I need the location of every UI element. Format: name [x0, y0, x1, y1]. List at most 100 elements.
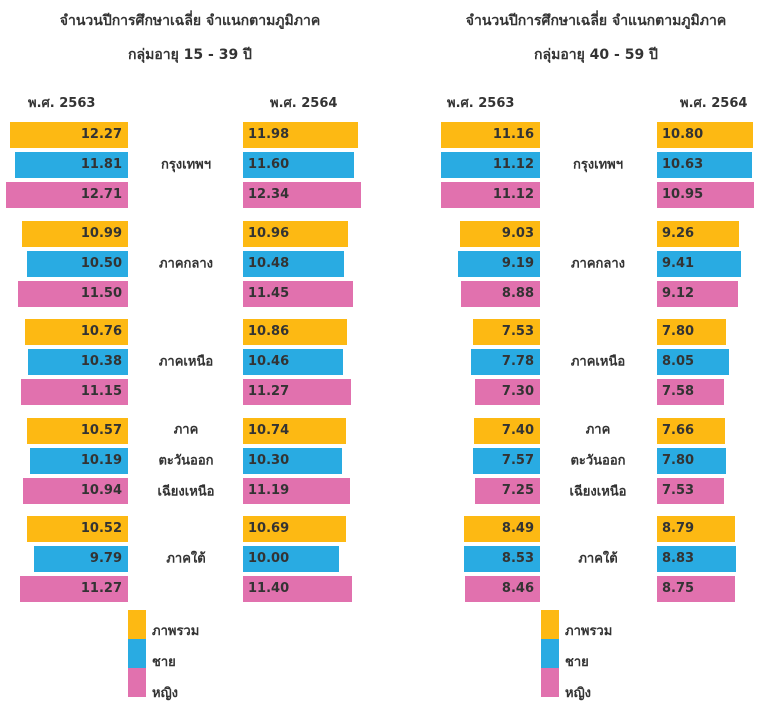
value-label: 11.81	[80, 157, 122, 172]
category-label: ภาค ตะวันออก เฉียงเหนือ	[569, 422, 627, 499]
value-label: 8.83	[662, 551, 695, 566]
category-label: ภาค ตะวันออก เฉียงเหนือ	[157, 422, 215, 499]
category-label: ภาคเหนือ	[570, 354, 626, 370]
legend-label: ชาย	[565, 655, 589, 670]
value-label: 11.60	[248, 157, 290, 172]
value-label: 9.79	[89, 551, 122, 566]
value-label: 10.69	[248, 521, 290, 536]
bar	[657, 546, 736, 572]
value-label: 11.98	[248, 127, 290, 142]
value-label: 10.30	[248, 452, 290, 468]
legend-swatch	[128, 639, 146, 668]
value-label: 7.53	[662, 482, 695, 498]
value-label: 7.30	[501, 384, 534, 399]
bar	[243, 576, 353, 602]
bar	[243, 349, 344, 375]
value-label: 10.38	[80, 354, 122, 369]
value-label: 7.66	[662, 422, 695, 438]
value-label: 7.78	[501, 354, 534, 369]
bar	[657, 516, 736, 542]
bar	[441, 152, 540, 178]
bar	[26, 417, 128, 444]
category-label: ภาคกลาง	[570, 256, 626, 271]
bar	[14, 152, 128, 178]
bar	[470, 349, 540, 375]
bar	[657, 122, 754, 148]
value-label: 9.26	[662, 225, 695, 241]
value-label: 12.27	[80, 127, 122, 142]
value-label: 7.53	[501, 324, 534, 339]
bar	[657, 280, 739, 307]
category-label: กรุงเทพฯ	[160, 157, 212, 173]
bar	[243, 182, 362, 208]
bar	[243, 280, 353, 307]
bar	[34, 546, 128, 572]
value-label: 10.95	[662, 187, 704, 202]
bar	[440, 122, 540, 148]
value-label: 11.15	[80, 384, 122, 399]
value-label: 10.19	[80, 452, 122, 468]
bar	[243, 477, 351, 504]
value-label: 11.45	[248, 285, 290, 301]
category-label: ภาคใต้	[166, 551, 206, 567]
value-label: 8.75	[662, 581, 695, 596]
chart-subtitle: กลุ่มอายุ 40 - 59 ปี	[534, 47, 658, 63]
category-label: ภาคเหนือ	[158, 354, 214, 370]
bar	[657, 182, 755, 208]
value-label: 8.79	[662, 521, 695, 536]
bar	[24, 319, 128, 345]
bar	[243, 250, 344, 277]
bar	[458, 250, 540, 277]
bar	[657, 379, 725, 405]
legend-swatch	[128, 610, 146, 639]
value-label: 10.86	[248, 324, 290, 339]
bar	[28, 349, 128, 375]
value-label: 9.41	[662, 255, 695, 271]
bar	[243, 447, 342, 474]
value-label: 11.12	[492, 187, 534, 202]
value-label: 7.40	[501, 422, 534, 438]
bar	[472, 447, 540, 474]
value-label: 11.27	[80, 581, 122, 596]
value-label: 11.19	[248, 482, 290, 498]
legend-label: ภาพรวม	[152, 624, 200, 639]
bar	[475, 379, 540, 405]
legend-label: ภาพรวม	[565, 624, 613, 639]
category-label: กรุงเทพฯ	[572, 157, 624, 173]
bar	[27, 250, 128, 277]
category-label: ภาคกลาง	[158, 256, 214, 271]
bar	[22, 477, 128, 504]
bar	[657, 477, 725, 504]
value-label: 11.16	[492, 127, 534, 142]
year-label: พ.ศ. 2564	[680, 96, 748, 111]
bar	[5, 182, 128, 208]
bar	[475, 477, 540, 504]
bar	[472, 319, 540, 345]
bar	[243, 546, 339, 572]
bar	[19, 576, 128, 602]
bar	[464, 546, 540, 572]
value-label: 10.50	[80, 255, 122, 271]
value-label: 7.80	[662, 452, 695, 468]
value-label: 10.96	[248, 225, 290, 241]
value-label: 10.80	[662, 127, 704, 142]
bar	[243, 516, 346, 542]
bar	[657, 349, 729, 375]
value-label: 10.99	[80, 225, 122, 241]
value-label: 11.27	[248, 384, 290, 399]
bar	[10, 122, 128, 148]
bar	[243, 122, 358, 148]
legend-label: ชาย	[152, 655, 176, 670]
chart-subtitle: กลุ่มอายุ 15 - 39 ปี	[128, 47, 252, 63]
year-label: พ.ศ. 2563	[28, 96, 96, 111]
value-label: 12.34	[248, 187, 290, 202]
bar	[243, 319, 348, 345]
bar	[474, 417, 540, 444]
bar	[460, 280, 540, 307]
bar	[657, 319, 727, 345]
bar	[30, 447, 128, 474]
value-label: 11.50	[80, 285, 122, 301]
value-label: 9.19	[501, 255, 534, 271]
value-label: 8.49	[501, 521, 534, 536]
